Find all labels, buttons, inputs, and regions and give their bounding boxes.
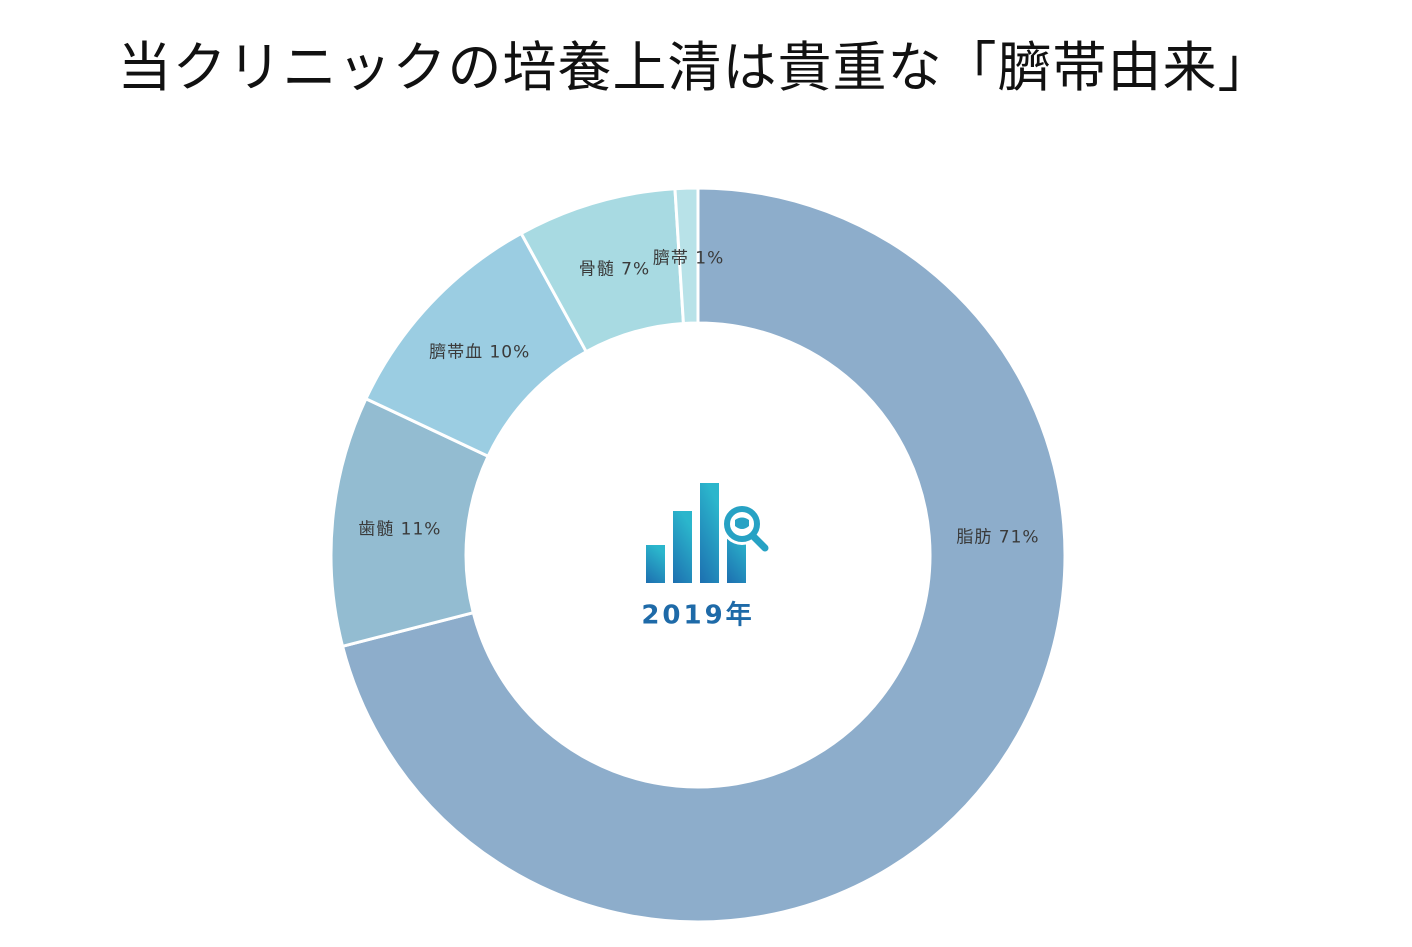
donut-slice [673,186,700,326]
center-year-label: 2019年 [641,600,755,631]
slice-label: 骨髄 7% [578,259,651,280]
chart-title: 当クリニックの培養上清は貴重な「臍帯由来」 [117,36,1273,99]
slice-label: 歯髄 11% [358,519,442,540]
slice-label: 臍帯血 10% [429,342,531,363]
slice-label: 臍帯 1% [652,248,725,269]
bar-chart-magnifier-icon [643,480,773,590]
donut-slice [340,186,1067,924]
slice-label: 脂肪 71% [956,527,1040,548]
